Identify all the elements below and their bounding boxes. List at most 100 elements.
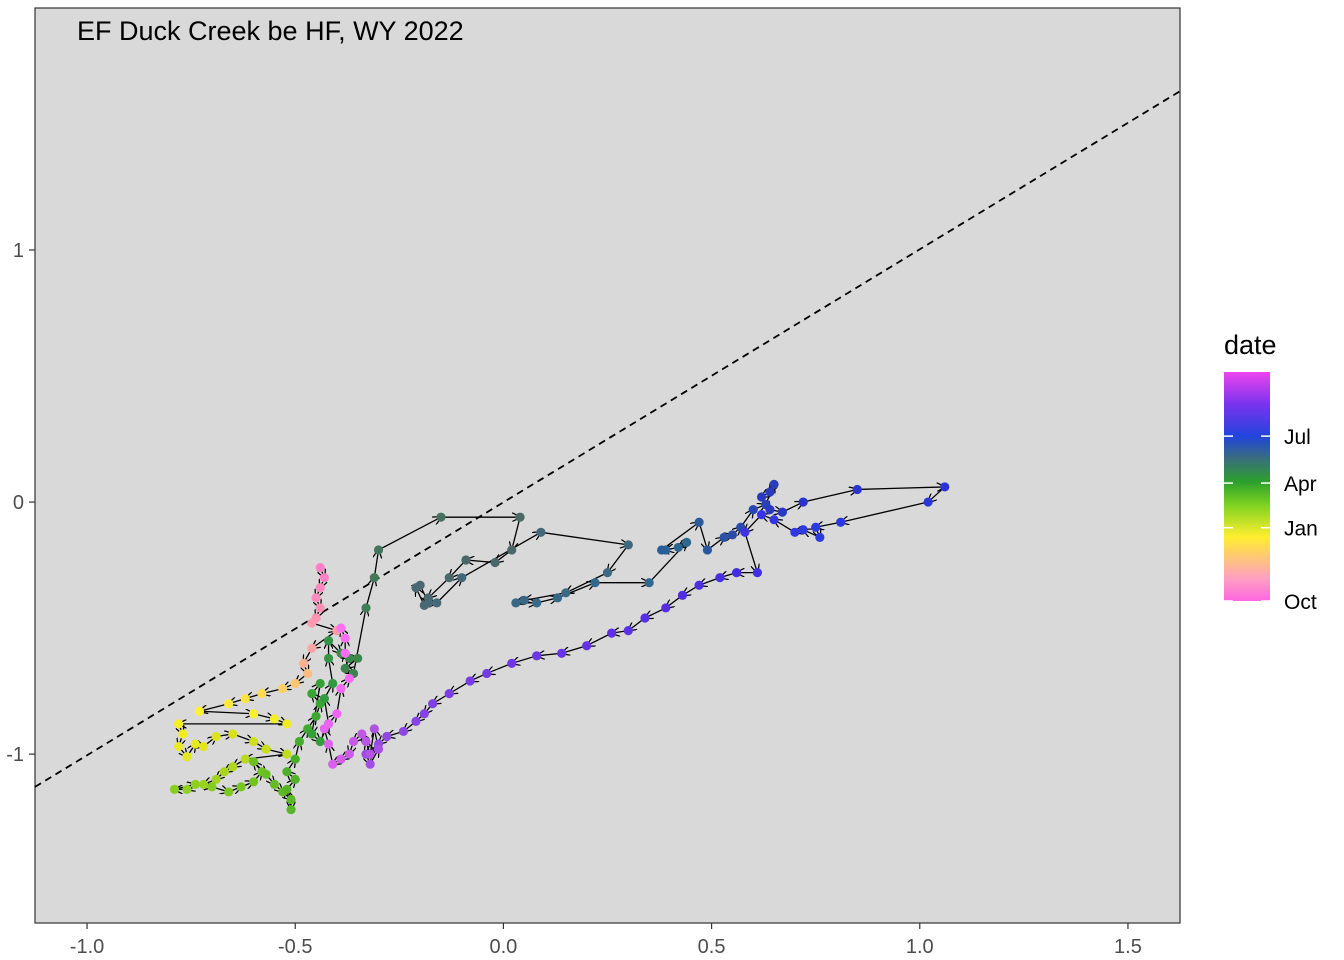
data-point bbox=[719, 532, 729, 542]
data-point bbox=[398, 726, 409, 737]
data-point bbox=[199, 741, 209, 752]
data-point bbox=[269, 779, 280, 789]
data-point bbox=[311, 711, 321, 721]
data-point bbox=[328, 759, 338, 769]
data-point bbox=[323, 653, 334, 663]
data-point bbox=[248, 709, 259, 719]
data-point bbox=[461, 555, 471, 565]
x-axis: -1.0 -0.5 0.0 0.5 1.0 1.5 bbox=[70, 923, 1142, 958]
data-point bbox=[465, 676, 475, 686]
color-legend: date Jul Apr Jan Oct bbox=[1224, 330, 1318, 614]
data-point bbox=[282, 784, 292, 795]
data-point bbox=[286, 804, 296, 815]
data-point bbox=[373, 744, 384, 754]
data-point bbox=[290, 774, 300, 784]
data-point bbox=[315, 603, 325, 613]
data-point bbox=[815, 532, 825, 542]
data-point bbox=[561, 588, 571, 598]
data-point bbox=[323, 636, 334, 646]
x-tick-label: 0.5 bbox=[698, 936, 726, 958]
data-point bbox=[590, 578, 600, 588]
trajectory-segment bbox=[378, 517, 441, 551]
data-point bbox=[240, 694, 250, 704]
legend-label: Oct bbox=[1284, 591, 1317, 614]
trajectory-segment bbox=[352, 608, 366, 674]
y-axis: -1 0 1 bbox=[6, 240, 35, 766]
legend-label: Jul bbox=[1284, 426, 1311, 449]
trajectory-segment bbox=[698, 522, 707, 550]
data-point bbox=[174, 719, 184, 729]
data-point bbox=[307, 643, 317, 653]
data-point bbox=[340, 633, 350, 643]
data-point bbox=[419, 709, 429, 719]
data-point bbox=[715, 573, 725, 583]
data-point bbox=[315, 583, 325, 593]
trajectory-segment bbox=[744, 532, 757, 572]
data-point bbox=[532, 651, 542, 661]
data-point bbox=[282, 719, 292, 729]
data-point bbox=[323, 739, 334, 749]
data-point bbox=[336, 683, 346, 694]
data-point bbox=[228, 729, 238, 739]
data-point bbox=[199, 779, 209, 789]
chart-title: EF Duck Creek be HF, WY 2022 bbox=[77, 16, 464, 46]
data-point bbox=[673, 542, 683, 553]
data-point bbox=[261, 744, 271, 754]
data-point bbox=[340, 663, 350, 674]
legend-ticks: Jul Apr Jan Oct bbox=[1224, 426, 1318, 614]
data-point bbox=[552, 593, 563, 603]
legend-label: Jan bbox=[1284, 518, 1318, 541]
data-point bbox=[490, 557, 500, 568]
data-point bbox=[228, 762, 238, 772]
data-point bbox=[315, 562, 325, 573]
data-point bbox=[444, 573, 454, 583]
data-point bbox=[169, 784, 180, 795]
data-point bbox=[248, 777, 259, 787]
data-point bbox=[682, 537, 692, 547]
data-point bbox=[369, 724, 379, 734]
data-point bbox=[211, 731, 221, 742]
data-point bbox=[224, 787, 234, 797]
data-point bbox=[532, 598, 542, 608]
data-point bbox=[436, 512, 446, 522]
trajectory-segment bbox=[199, 703, 229, 712]
data-point bbox=[515, 512, 525, 522]
data-point bbox=[940, 482, 950, 492]
data-point bbox=[194, 706, 205, 716]
data-point bbox=[298, 658, 309, 668]
data-point bbox=[311, 593, 321, 603]
data-point bbox=[694, 580, 704, 590]
data-point bbox=[282, 767, 292, 777]
data-point bbox=[224, 699, 234, 709]
trajectory-segment bbox=[365, 578, 374, 609]
data-point bbox=[765, 505, 775, 515]
data-point bbox=[353, 653, 363, 663]
data-point bbox=[174, 741, 184, 752]
trajectory-segment bbox=[587, 632, 612, 646]
data-point bbox=[582, 641, 592, 651]
data-point bbox=[482, 668, 492, 679]
data-point bbox=[923, 497, 933, 507]
data-point bbox=[657, 545, 667, 555]
data-point bbox=[344, 749, 354, 759]
data-point bbox=[348, 736, 359, 747]
data-point bbox=[332, 709, 342, 719]
data-point bbox=[623, 540, 633, 550]
data-point bbox=[278, 683, 288, 694]
trajectory-segment bbox=[512, 517, 521, 550]
data-point bbox=[257, 689, 267, 699]
data-point bbox=[661, 603, 671, 613]
y-tick-label: 1 bbox=[13, 240, 24, 262]
data-point bbox=[623, 626, 633, 636]
data-point bbox=[752, 568, 762, 578]
data-point bbox=[519, 595, 529, 605]
data-point bbox=[811, 522, 821, 532]
data-point bbox=[240, 754, 250, 764]
data-point bbox=[602, 568, 613, 578]
data-point bbox=[261, 769, 271, 779]
reference-line bbox=[34, 90, 1181, 788]
data-point bbox=[248, 736, 259, 747]
data-point bbox=[340, 648, 350, 658]
data-point bbox=[361, 736, 371, 747]
data-point bbox=[731, 568, 742, 578]
